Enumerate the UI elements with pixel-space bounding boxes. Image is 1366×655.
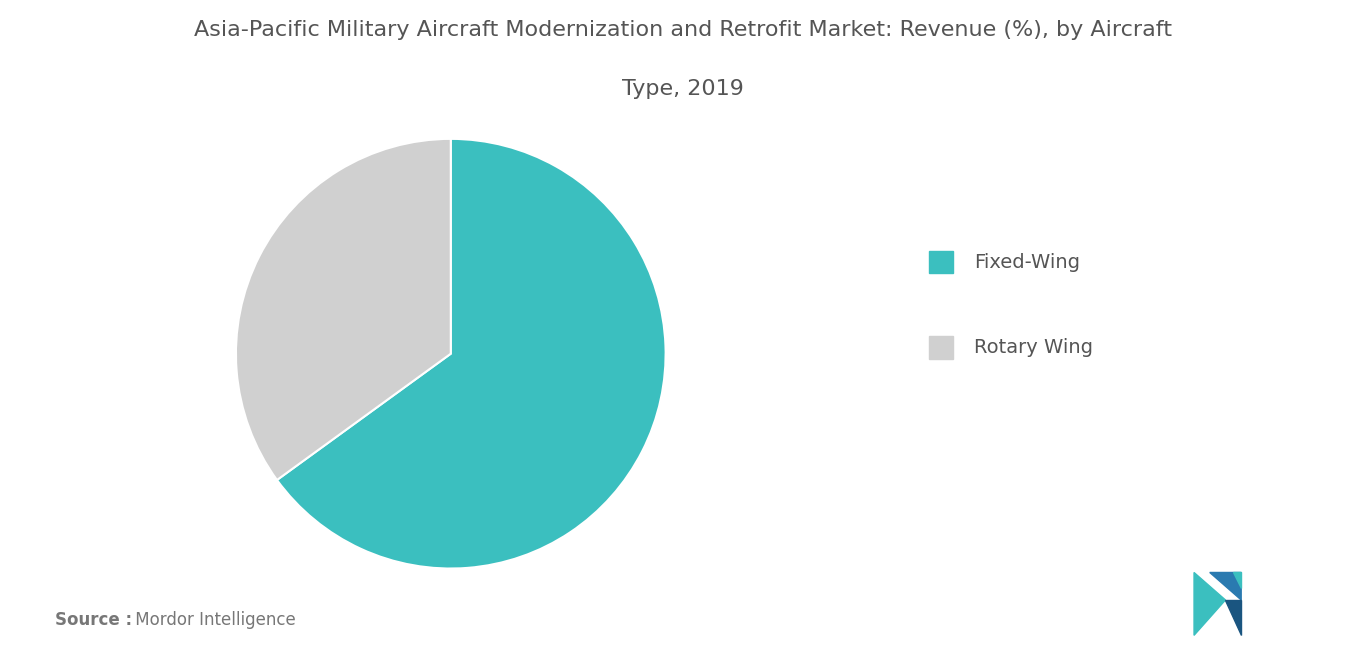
Polygon shape — [1194, 572, 1225, 635]
Text: Rotary Wing: Rotary Wing — [974, 337, 1093, 357]
Polygon shape — [1225, 600, 1242, 635]
Wedge shape — [236, 139, 451, 480]
Wedge shape — [277, 139, 665, 569]
Polygon shape — [1210, 572, 1242, 600]
Polygon shape — [1233, 572, 1242, 588]
Text: Source :: Source : — [55, 611, 131, 629]
Text: Asia-Pacific Military Aircraft Modernization and Retrofit Market: Revenue (%), b: Asia-Pacific Military Aircraft Moderniza… — [194, 20, 1172, 40]
Text: Mordor Intelligence: Mordor Intelligence — [130, 611, 295, 629]
Text: Type, 2019: Type, 2019 — [622, 79, 744, 99]
Text: Fixed-Wing: Fixed-Wing — [974, 252, 1081, 272]
